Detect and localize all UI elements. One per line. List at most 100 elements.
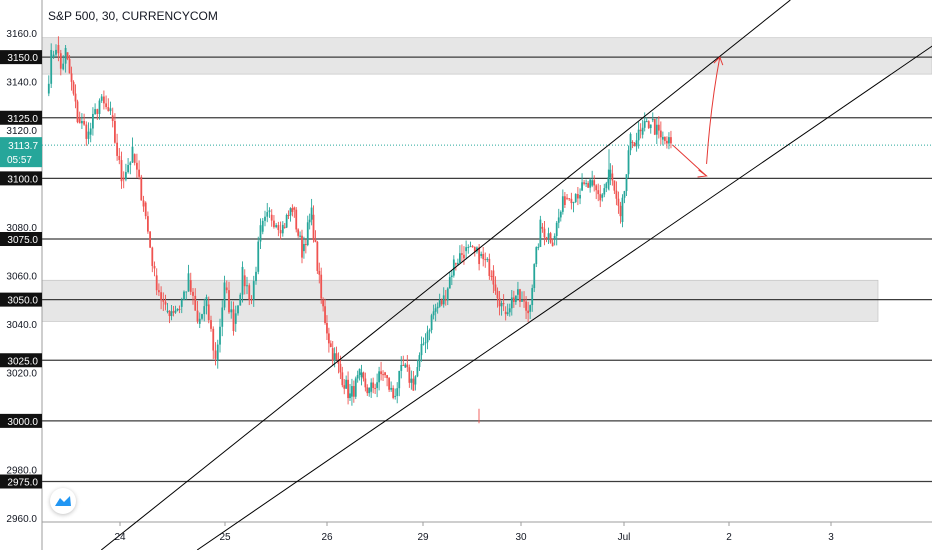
candle-body <box>142 200 145 207</box>
candle-body <box>237 305 239 314</box>
level-label: 3050.0 <box>7 296 38 307</box>
candle-body <box>480 253 483 256</box>
candle-body <box>525 301 527 311</box>
candle-body <box>341 372 344 386</box>
candle-body <box>533 264 536 289</box>
candle-body <box>312 214 315 240</box>
current-price-box <box>0 137 42 168</box>
candle-body <box>74 93 77 102</box>
candle-body <box>635 140 638 147</box>
candle-body <box>345 379 348 389</box>
candle-body <box>370 382 373 392</box>
projection-arrowhead <box>697 169 708 178</box>
candle-body <box>551 242 554 247</box>
candle-body <box>52 54 55 58</box>
candle-body <box>133 154 136 163</box>
candle-body <box>467 247 470 249</box>
level-label: 3100.0 <box>7 174 38 185</box>
candle-body <box>670 137 672 144</box>
candle-body <box>356 374 359 379</box>
candle-body <box>649 124 652 129</box>
candle-body <box>555 222 558 236</box>
candle-body <box>329 343 332 348</box>
candle-body <box>607 177 610 184</box>
candle-body <box>459 253 461 263</box>
candle-body <box>354 378 357 397</box>
candle-body <box>659 130 662 138</box>
candle-body <box>400 364 403 371</box>
candle-body <box>465 247 468 252</box>
candle-body <box>639 129 642 132</box>
level-label: 3075.0 <box>7 235 38 246</box>
candle-body <box>96 109 99 114</box>
candle-body <box>432 311 435 316</box>
candle-body <box>170 311 173 317</box>
candle-body <box>390 387 393 390</box>
candle-body <box>270 214 273 221</box>
candle-body <box>326 322 328 334</box>
candle-body <box>228 290 230 313</box>
candle-body <box>366 387 369 394</box>
support-resistance-zone <box>41 37 932 75</box>
level-label-box <box>0 110 42 125</box>
candle-body <box>246 285 248 287</box>
candle-body <box>653 118 656 135</box>
candle-body <box>603 188 606 195</box>
candle-body <box>248 285 251 300</box>
candle-body <box>396 388 399 396</box>
candle-body <box>494 284 497 291</box>
candle-body <box>496 290 499 299</box>
candle-body <box>418 355 421 368</box>
candle-body <box>490 275 493 277</box>
candle-body <box>196 310 199 322</box>
price-tick-label: 3140.0 <box>6 77 37 88</box>
candle-body <box>410 378 413 383</box>
candle-body <box>318 270 321 275</box>
candle-body <box>517 289 519 295</box>
candle-body <box>500 303 503 307</box>
candle-body <box>155 275 158 291</box>
candle-body <box>378 371 380 383</box>
candle-body <box>109 108 112 112</box>
candle-body <box>456 262 459 265</box>
candle-body <box>510 297 513 309</box>
candle-body <box>617 198 620 206</box>
candle-body <box>362 372 365 379</box>
candle-body <box>661 136 664 140</box>
candle-body <box>87 131 90 139</box>
candle-body <box>172 311 175 313</box>
candle-body <box>471 246 474 248</box>
candle-body <box>539 219 542 247</box>
candle-body <box>174 310 177 313</box>
candle-body <box>166 310 169 312</box>
current-price-label: 3113.7 <box>8 141 38 152</box>
candle-body <box>627 150 630 175</box>
tradingview-logo-icon[interactable] <box>50 488 76 514</box>
candle-body <box>436 306 439 309</box>
candle-body <box>322 299 325 307</box>
candle-body <box>591 180 594 186</box>
candle-body <box>623 191 626 198</box>
candle-body <box>192 291 194 296</box>
candle-body <box>358 368 361 375</box>
level-label: 2975.0 <box>7 478 38 489</box>
candle-body <box>114 121 116 143</box>
candle-body <box>62 63 65 70</box>
candle-body <box>89 128 92 135</box>
candle-body <box>277 225 280 231</box>
candle-body <box>611 173 614 181</box>
candle-body <box>492 270 495 285</box>
candle-body <box>310 207 313 220</box>
candle-body <box>537 246 540 248</box>
price-tick-label: 3020.0 <box>6 368 37 379</box>
candle-body <box>637 129 640 141</box>
projection-arrowhead <box>713 56 724 66</box>
candle-body <box>621 197 624 223</box>
candle-body <box>566 197 568 199</box>
candle-body <box>599 194 602 201</box>
candle-body <box>364 378 367 388</box>
candle-body <box>392 387 395 398</box>
candle-body <box>299 235 301 237</box>
candle-body <box>287 215 290 217</box>
